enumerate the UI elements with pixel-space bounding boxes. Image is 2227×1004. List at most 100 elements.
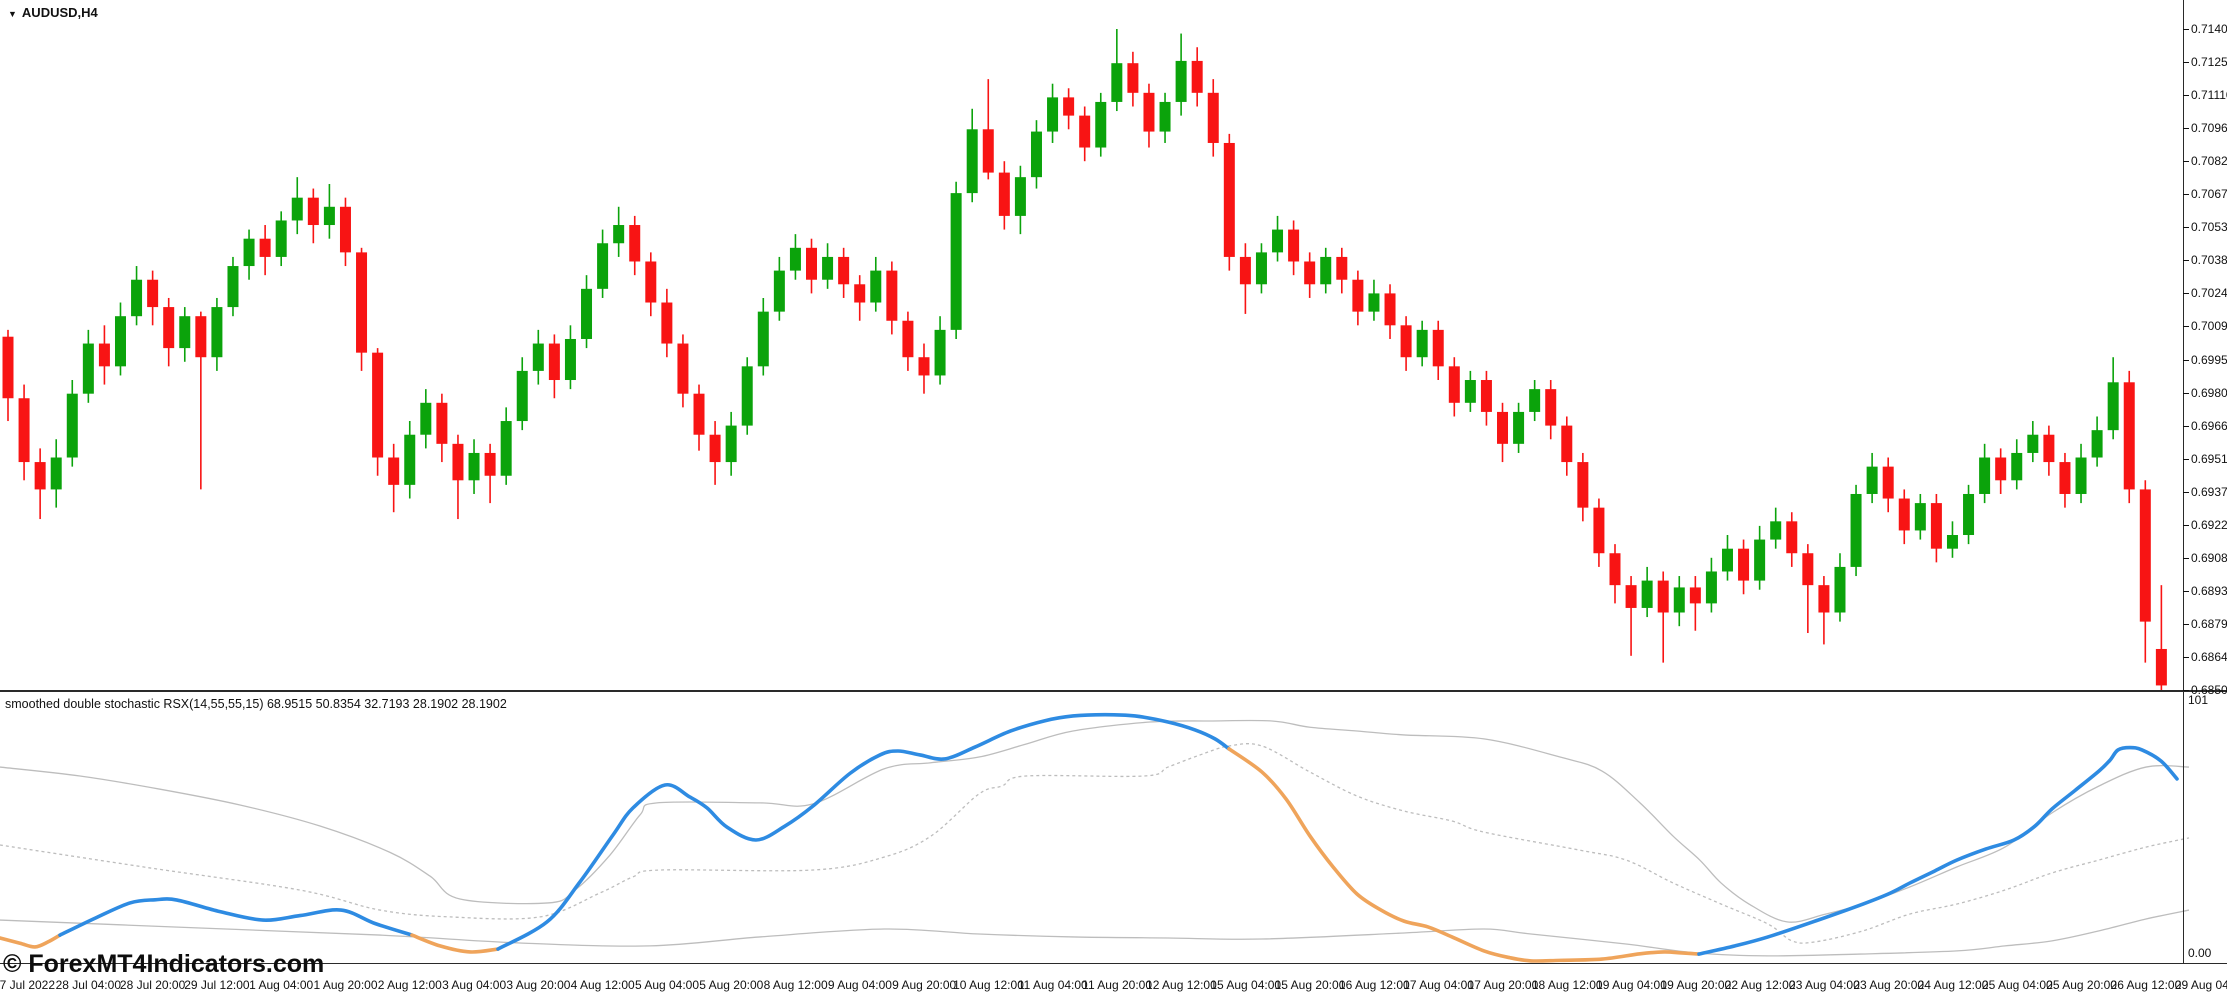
candle-body: [1561, 425, 1573, 463]
price-axis-tick: [2183, 458, 2189, 460]
candle-body: [98, 343, 110, 367]
indicator-scale-max: 101: [2188, 693, 2209, 707]
candle-body: [1014, 177, 1026, 216]
candle-body: [2139, 489, 2151, 622]
time-axis-label: 16 Aug 12:00: [1338, 978, 1410, 992]
candle-body: [1802, 553, 1814, 586]
candle-body: [1320, 256, 1332, 285]
candle-body: [757, 311, 769, 367]
indicator-main-line-down: [0, 933, 62, 949]
candle-body: [2011, 452, 2023, 481]
candle-body: [2123, 382, 2135, 490]
candle-body: [693, 393, 705, 435]
price-axis-tick: [2183, 29, 2189, 30]
candle-body: [1159, 101, 1171, 132]
price-axis-tick: [2183, 557, 2189, 559]
time-axis-label: 22 Aug 12:00: [1724, 978, 1796, 992]
price-axis-tick: [2183, 194, 2189, 196]
price-axis-label: 0.69515: [2191, 451, 2227, 466]
candle-body: [1657, 580, 1669, 613]
indicator-main-line-up: [58, 897, 414, 937]
panel-separator[interactable]: [0, 690, 2227, 692]
time-axis-label: 3 Aug 20:00: [506, 978, 571, 992]
candle-body: [2043, 434, 2055, 463]
candle-body: [259, 238, 271, 257]
candle-body: [1593, 507, 1605, 554]
candle-body: [564, 338, 576, 381]
price-axis-label: 0.70385: [2191, 253, 2227, 268]
candle-body: [1577, 462, 1589, 508]
candle-body: [1898, 498, 1910, 531]
time-axis-label: 15 Aug 04:00: [1210, 978, 1282, 992]
candle-body: [227, 266, 239, 308]
candle-body: [1625, 585, 1637, 608]
chevron-down-icon[interactable]: ▼: [8, 8, 17, 19]
candle-body: [1384, 293, 1396, 326]
candle-body: [1030, 131, 1042, 178]
indicator-main-line-down: [410, 933, 500, 954]
price-axis-tick: [2183, 491, 2189, 493]
price-axis-label: 0.68935: [2191, 583, 2227, 598]
time-axis-label: 12 Aug 12:00: [1146, 978, 1217, 992]
candle-body: [613, 225, 625, 244]
candle-body: [838, 256, 850, 285]
candle-body: [581, 288, 593, 339]
candle-body: [1352, 279, 1364, 312]
candle-body: [661, 302, 673, 344]
candle-body: [886, 270, 898, 321]
candle-body: [195, 316, 207, 358]
price-axis-label: 0.69225: [2191, 517, 2227, 532]
candle-body: [773, 270, 785, 312]
candle-body: [147, 279, 159, 308]
indicator-line-gray-dotted: [0, 743, 2190, 944]
candle-body: [18, 398, 30, 463]
candle-body: [998, 172, 1010, 216]
candle-body: [1513, 411, 1525, 444]
candle-body: [1255, 252, 1267, 285]
candle-body: [131, 279, 143, 317]
candle-body: [1673, 587, 1685, 613]
time-axis-border: [0, 963, 2227, 964]
candle-body: [420, 402, 432, 435]
symbol-title[interactable]: ▼ AUDUSD,H4: [8, 5, 98, 20]
indicator-name-label: smoothed double stochastic RSX(14,55,55,…: [5, 697, 507, 711]
candle-body: [2, 336, 14, 399]
candle-body: [66, 393, 78, 458]
price-axis-tick: [2183, 524, 2189, 526]
price-axis-tick: [2183, 359, 2189, 361]
price-axis-label: 0.70675: [2191, 187, 2227, 202]
candle-body: [388, 457, 400, 485]
candle-body: [1143, 92, 1155, 132]
candle-body: [1464, 380, 1476, 403]
time-axis-label: 24 Aug 12:00: [1917, 978, 1989, 992]
candle-body: [34, 462, 46, 490]
candle-body: [1047, 97, 1059, 132]
candle-body: [1963, 493, 1975, 536]
price-axis-label: 0.70965: [2191, 121, 2227, 136]
candle-body: [82, 343, 94, 394]
candle-body: [1641, 580, 1653, 608]
candle-body: [1866, 466, 1878, 494]
candle-body: [1995, 457, 2007, 481]
candle-body: [1448, 366, 1460, 403]
candle-body: [789, 247, 801, 271]
candle-body: [982, 129, 994, 173]
candle-body: [1754, 539, 1766, 581]
candle-body: [2027, 434, 2039, 453]
candle-body: [275, 220, 287, 257]
candle-body: [484, 452, 496, 476]
candle-body: [2059, 462, 2071, 494]
time-axis-label: 11 Aug 04:00: [1017, 978, 1088, 992]
candle-body: [1272, 229, 1284, 253]
candle-body: [1979, 457, 1991, 494]
candle-body: [1400, 325, 1412, 358]
candle-body: [50, 457, 62, 490]
candle-body: [806, 247, 817, 280]
